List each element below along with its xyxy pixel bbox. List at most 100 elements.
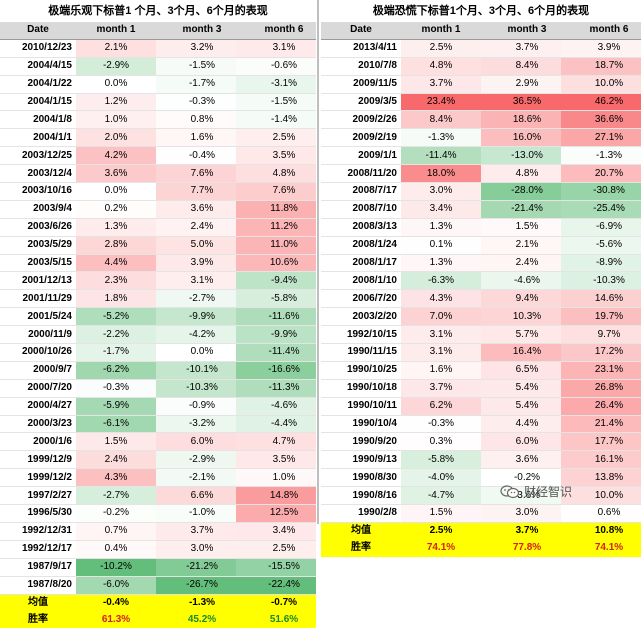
return-cell: -2.2%	[76, 325, 156, 345]
return-cell: 2.0%	[76, 128, 156, 148]
return-cell: -0.2%	[481, 468, 561, 488]
return-cell: -10.3%	[561, 271, 641, 291]
return-cell: 10.0%	[561, 486, 641, 506]
return-cell: -8.9%	[561, 254, 641, 273]
summary-label: 胜率	[321, 539, 401, 557]
column-header: month 1	[401, 22, 481, 40]
return-cell: 4.8%	[401, 57, 481, 76]
return-cell: -5.2%	[76, 307, 156, 327]
table-row: 2008/1/10 -6.3% -4.6% -10.3%	[321, 271, 641, 291]
return-cell: -10.3%	[156, 379, 236, 398]
return-cell: -4.2%	[156, 325, 236, 345]
table-row: 2000/7/20 -0.3% -10.3% -11.3%	[0, 379, 316, 398]
return-cell: 36.6%	[561, 110, 641, 130]
return-cell: 6.2%	[401, 397, 481, 416]
return-cell: 7.6%	[156, 164, 236, 184]
return-cell: -11.6%	[236, 307, 316, 327]
return-cell: -2.1%	[156, 468, 236, 488]
table-row: 2009/2/19 -1.3% 16.0% 27.1%	[321, 128, 641, 148]
return-cell: -11.4%	[401, 146, 481, 166]
return-cell: -5.8%	[236, 289, 316, 309]
return-cell: 3.5%	[236, 146, 316, 166]
return-cell: 46.2%	[561, 93, 641, 112]
return-cell: -0.3%	[401, 415, 481, 434]
return-cell: 1.3%	[76, 218, 156, 237]
return-cell: -6.0%	[76, 576, 156, 595]
return-cell: 6.5%	[481, 361, 561, 380]
date-cell: 1990/8/30	[321, 468, 401, 488]
return-cell: 3.9%	[561, 39, 641, 58]
table-row: 2006/7/20 4.3% 9.4% 14.6%	[321, 289, 641, 309]
column-header: Date	[0, 22, 76, 40]
return-cell: 1.2%	[76, 93, 156, 112]
table-row: 1990/9/20 0.3% 6.0% 17.7%	[321, 432, 641, 452]
summary-value: 3.7%	[481, 522, 561, 540]
return-cell: 18.7%	[561, 57, 641, 76]
table-row: 2008/11/20 18.0% 4.8% 20.7%	[321, 164, 641, 184]
date-cell: 2004/1/22	[0, 75, 76, 94]
return-cell: 16.1%	[561, 450, 641, 470]
summary-label: 均值	[0, 594, 76, 612]
date-cell: 2001/12/13	[0, 271, 76, 291]
return-cell: 0.2%	[76, 200, 156, 219]
table-row: 2009/2/26 8.4% 18.6% 36.6%	[321, 110, 641, 130]
return-cell: -1.7%	[76, 343, 156, 362]
return-cell: 7.6%	[236, 182, 316, 201]
return-cell: -9.9%	[156, 307, 236, 327]
return-cell: -13.0%	[481, 146, 561, 166]
return-cell: -22.4%	[236, 576, 316, 595]
wechat-icon	[500, 485, 520, 499]
date-cell: 2009/11/5	[321, 75, 401, 94]
return-cell: -2.9%	[156, 450, 236, 470]
table-row: 2009/11/5 3.7% 2.9% 10.0%	[321, 75, 641, 94]
return-cell: 1.0%	[236, 468, 316, 488]
date-cell: 2008/7/17	[321, 182, 401, 201]
return-cell: 1.6%	[156, 128, 236, 148]
table-row: 1990/9/13 -5.8% 3.6% 16.1%	[321, 450, 641, 470]
table-row: 2001/12/13 2.3% 3.1% -9.4%	[0, 271, 316, 291]
return-cell: 3.1%	[156, 271, 236, 291]
column-header: Date	[321, 22, 401, 40]
return-cell: -25.4%	[561, 200, 641, 219]
table-row: 2001/11/29 1.8% -2.7% -5.8%	[0, 289, 316, 309]
return-cell: 1.5%	[481, 218, 561, 237]
date-cell: 2008/11/20	[321, 164, 401, 184]
table-row: 2000/4/27 -5.9% -0.9% -4.6%	[0, 397, 316, 416]
return-cell: -5.8%	[401, 450, 481, 470]
date-cell: 2008/3/13	[321, 218, 401, 237]
return-cell: 4.2%	[76, 146, 156, 166]
table-row: 1997/2/27 -2.7% 6.6% 14.8%	[0, 486, 316, 506]
return-cell: 23.4%	[401, 93, 481, 112]
date-cell: 1990/8/16	[321, 486, 401, 506]
table-row: 1990/8/30 -4.0% -0.2% 13.8%	[321, 468, 641, 488]
date-cell: 2001/5/24	[0, 307, 76, 327]
return-cell: 3.0%	[156, 540, 236, 559]
return-cell: 5.4%	[481, 397, 561, 416]
summary-value: 61.3%	[76, 611, 156, 628]
return-cell: 3.6%	[76, 164, 156, 184]
return-cell: 3.1%	[236, 39, 316, 58]
date-cell: 1997/2/27	[0, 486, 76, 506]
return-cell: 3.7%	[401, 75, 481, 94]
date-cell: 1990/11/15	[321, 343, 401, 362]
table-row: 1992/10/15 3.1% 5.7% 9.7%	[321, 325, 641, 345]
return-cell: 17.2%	[561, 343, 641, 362]
table-row: 1992/12/31 0.7% 3.7% 3.4%	[0, 522, 316, 541]
return-cell: 3.6%	[156, 200, 236, 219]
date-cell: 2003/12/25	[0, 146, 76, 166]
return-cell: 2.8%	[76, 236, 156, 255]
date-cell: 1990/10/18	[321, 379, 401, 398]
return-cell: 8.4%	[401, 110, 481, 130]
date-cell: 2003/9/4	[0, 200, 76, 219]
return-cell: -0.3%	[76, 379, 156, 398]
return-cell: 3.2%	[156, 39, 236, 58]
table-row: 2004/4/15 -2.9% -1.5% -0.6%	[0, 57, 316, 76]
return-cell: 3.4%	[401, 200, 481, 219]
table-row: 2000/10/26 -1.7% 0.0% -11.4%	[0, 343, 316, 362]
date-cell: 1992/10/15	[321, 325, 401, 345]
return-cell: 3.4%	[236, 522, 316, 541]
return-cell: 7.7%	[156, 182, 236, 201]
return-cell: 4.8%	[481, 164, 561, 184]
watermark: 财经智识	[500, 481, 572, 503]
performance-table: Date month 1 month 3 month 6 2010/12/23 2.1% 3…	[0, 22, 316, 628]
